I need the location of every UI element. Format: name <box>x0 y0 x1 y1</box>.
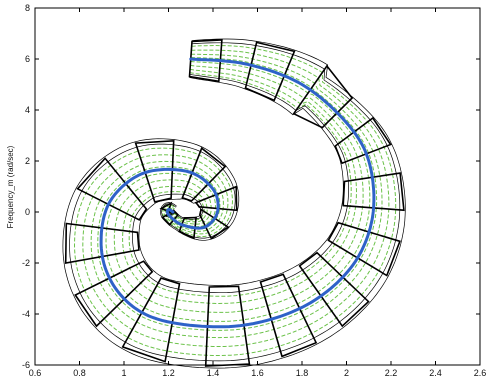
uncertainty-box <box>199 208 230 240</box>
sample-trajectory <box>128 72 352 297</box>
envelope-curve <box>69 42 401 362</box>
y-tick-label: 6 <box>25 54 30 64</box>
x-tick-label: 1.8 <box>296 368 309 378</box>
boxes-layer <box>64 39 405 367</box>
x-tick-label: 2 <box>344 368 349 378</box>
x-tick-label: 1 <box>121 368 126 378</box>
y-tick-label: -2 <box>22 258 30 268</box>
uncertainty-box <box>64 222 140 264</box>
envelope-curve <box>132 73 349 294</box>
samples-layer <box>73 44 397 356</box>
y-tick-label: 4 <box>25 105 30 115</box>
uncertainty-box <box>334 116 392 165</box>
sample-trajectory <box>122 68 358 305</box>
x-tick-label: 0.8 <box>73 368 86 378</box>
uncertainty-box <box>188 39 223 83</box>
x-tick-label: 2.6 <box>474 368 487 378</box>
x-tick-label: 2.2 <box>385 368 398 378</box>
sample-trajectory <box>73 44 397 356</box>
sample-trajectory <box>113 64 364 313</box>
y-tick-label: -4 <box>22 309 30 319</box>
nominal-trajectory <box>99 57 376 329</box>
uncertainty-box <box>178 216 197 240</box>
uncertainty-box <box>204 285 251 367</box>
uncertainty-box <box>342 172 405 212</box>
uncertainty-box <box>76 157 148 221</box>
y-tick-label: 2 <box>25 156 30 166</box>
sample-trajectory <box>82 49 390 347</box>
x-tick-label: 0.6 <box>29 368 42 378</box>
uncertainty-box <box>194 185 238 212</box>
y-tick-label: -6 <box>22 360 30 370</box>
envelope-curve <box>62 38 406 369</box>
uncertainty-box <box>298 251 370 328</box>
ticks-layer: 0.6 0.8 1 1.2 1.4 1.6 1.8 2 2.2 2.4 2.6 -6 -4 -2 0 2 4 6 8 <box>22 3 486 378</box>
x-tick-label: 2.4 <box>429 368 442 378</box>
sample-trajectory <box>90 53 383 339</box>
y-tick-label: 8 <box>25 3 30 13</box>
x-tick-label: 1.6 <box>251 368 264 378</box>
y-tick-label: 0 <box>25 207 30 217</box>
sample-trajectory <box>105 60 371 322</box>
uncertainty-box <box>259 273 318 358</box>
uncertainty-box <box>327 221 401 277</box>
uncertainty-box <box>121 277 181 363</box>
nominal-layer <box>99 57 376 329</box>
uncertainty-box <box>244 41 296 102</box>
uncertainty-box <box>74 260 154 328</box>
uncertainty-box <box>161 209 180 226</box>
plot-frame <box>34 7 481 366</box>
x-tick-label: 1.4 <box>207 368 220 378</box>
uncertainty-box <box>292 64 354 129</box>
uncertainty-box <box>181 146 227 202</box>
y-axis-label: Frequency_m (rad/sec) <box>6 145 15 228</box>
x-tick-label: 1.2 <box>162 368 175 378</box>
uncertainty-box <box>134 139 175 203</box>
